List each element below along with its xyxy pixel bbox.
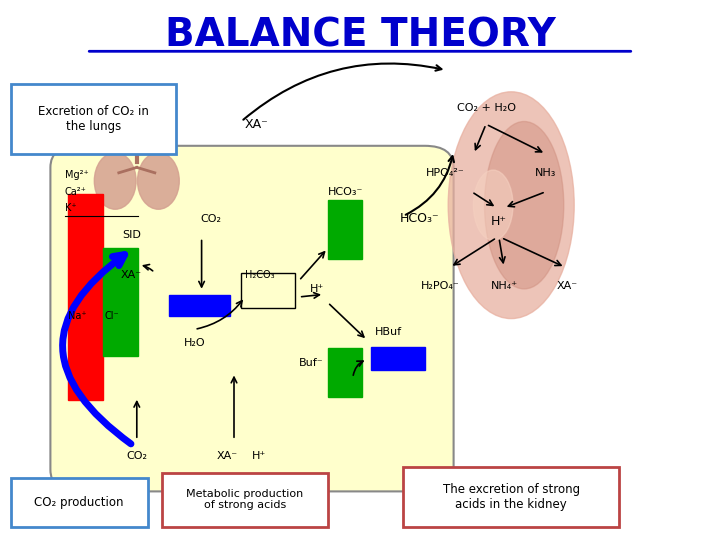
Text: Buf⁻: Buf⁻ <box>300 358 324 368</box>
Text: H⁺: H⁺ <box>310 284 324 294</box>
Ellipse shape <box>448 92 575 319</box>
Text: H₂O: H₂O <box>184 338 205 348</box>
Text: H⁺: H⁺ <box>252 451 266 461</box>
Bar <box>328 200 362 259</box>
Bar <box>103 248 138 356</box>
FancyBboxPatch shape <box>11 478 148 526</box>
Ellipse shape <box>473 170 513 240</box>
Text: HCO₃⁻: HCO₃⁻ <box>328 187 363 197</box>
FancyBboxPatch shape <box>50 146 454 491</box>
Text: Mg²⁺: Mg²⁺ <box>65 171 89 180</box>
Text: CO₂: CO₂ <box>126 451 148 461</box>
Text: NH₄⁺: NH₄⁺ <box>490 281 518 291</box>
Text: CO₂ + H₂O: CO₂ + H₂O <box>456 103 516 113</box>
Text: BALANCE THEORY: BALANCE THEORY <box>165 16 555 54</box>
Ellipse shape <box>138 152 179 209</box>
Bar <box>169 295 230 316</box>
Text: K⁺: K⁺ <box>65 203 76 213</box>
Text: H⁺: H⁺ <box>491 215 507 228</box>
Bar <box>371 347 425 370</box>
Text: Cl⁻: Cl⁻ <box>104 311 119 321</box>
Text: XA⁻: XA⁻ <box>121 271 142 280</box>
Text: Metabolic production
of strong acids: Metabolic production of strong acids <box>186 489 303 510</box>
Text: The excretion of strong
acids in the kidney: The excretion of strong acids in the kid… <box>443 483 580 511</box>
Text: HCO₃⁻: HCO₃⁻ <box>400 212 439 225</box>
Text: XA⁻: XA⁻ <box>245 118 269 131</box>
Text: HPO₄²⁻: HPO₄²⁻ <box>426 168 464 178</box>
FancyBboxPatch shape <box>11 84 176 154</box>
Text: CO₂: CO₂ <box>200 214 221 224</box>
Text: NH₃: NH₃ <box>535 168 557 178</box>
FancyBboxPatch shape <box>162 472 328 526</box>
Text: Ca²⁺: Ca²⁺ <box>65 187 86 197</box>
Text: Excretion of CO₂ in
the lungs: Excretion of CO₂ in the lungs <box>38 105 149 133</box>
Text: XA⁻: XA⁻ <box>216 451 238 461</box>
Text: Na⁺: Na⁺ <box>68 311 86 321</box>
Text: H₂CO₃: H₂CO₃ <box>245 271 274 280</box>
Ellipse shape <box>485 122 564 289</box>
Text: H₂PO₄⁻: H₂PO₄⁻ <box>421 281 460 291</box>
Text: CO₂ production: CO₂ production <box>35 496 124 509</box>
Text: XA⁻: XA⁻ <box>557 281 578 291</box>
Text: HBuf: HBuf <box>374 327 402 337</box>
Ellipse shape <box>94 152 136 209</box>
Bar <box>328 348 362 397</box>
Bar <box>68 194 103 400</box>
FancyBboxPatch shape <box>403 467 619 526</box>
Text: SID: SID <box>122 230 141 240</box>
